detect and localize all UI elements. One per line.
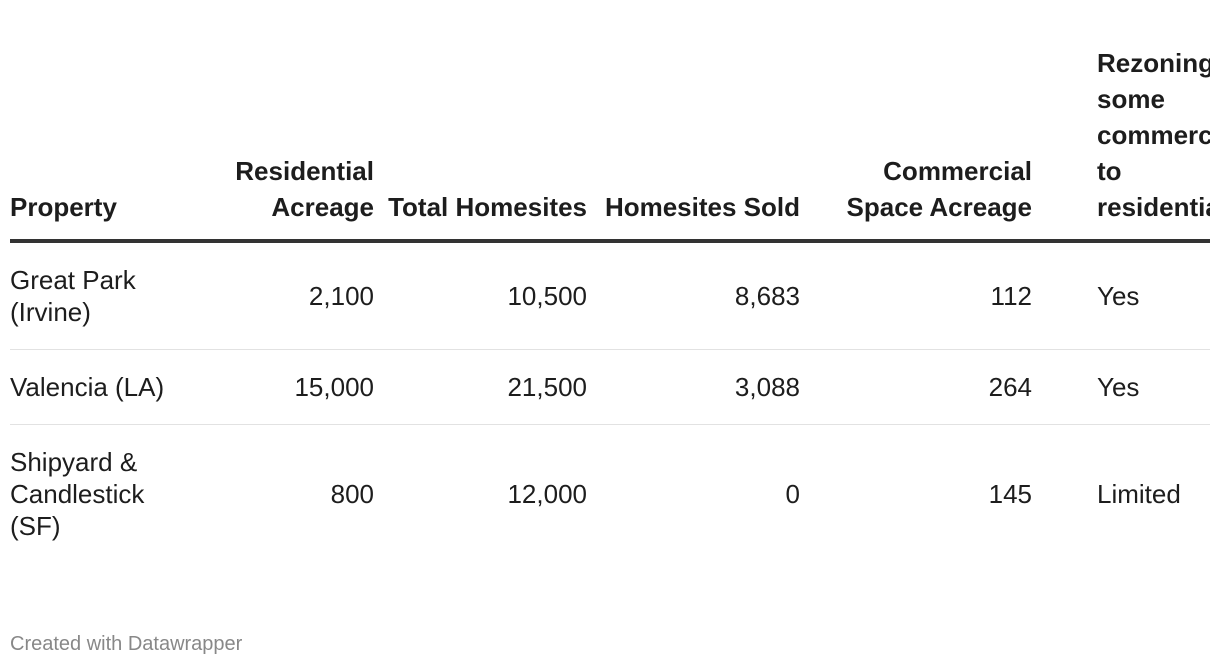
header-row: Property Residential Acreage Total Homesit… [10,45,1210,243]
table-cell: Great Park (Irvine) [10,241,170,350]
table-cell: Valencia (LA) [10,349,170,425]
table-cell: 264 [800,349,1032,425]
column-header: Homesites Sold [587,45,800,243]
table-cell: Shipyard & Candlestick (SF) [10,447,145,541]
footer-note: Created with Datawrapper [10,633,243,655]
table-body: Great Park (Irvine) 2,100 10,500 8,683 112 Ye… [10,241,1210,563]
table-cell: 145 [988,479,1032,509]
table-wrapper: Property Residential Acreage Total Homesit… [10,45,1210,563]
column-header: Commercial Space Acreage [800,45,1032,243]
table-cell: 800 [330,479,374,509]
table-row: Shipyard & Candlestick (SF) 800 12,000 0 145… [10,425,1210,564]
table-row: Great Park (Irvine) 2,100 10,500 8,683 112 Ye… [10,241,1210,350]
table-cell: Yes [1032,241,1210,350]
table-cell: 3,088 [587,349,800,425]
table-cell: 112 [800,241,1032,350]
table-cell: 2,100 [170,241,374,350]
data-table: Property Residential Acreage Total Homesit… [10,45,1210,563]
table-row: Valencia (LA) 15,000 21,500 3,088 264 Yes [10,349,1210,425]
table-cell: Limited [1097,479,1181,509]
column-header: Rezoning some commercial to residential [1032,45,1210,243]
table-cell: 0 [785,479,800,509]
table-cell: 12,000 [507,479,587,509]
table-cell: Yes [1032,349,1210,425]
table-cell: 8,683 [587,241,800,350]
table-cell: 10,500 [374,241,587,350]
table-cell: 15,000 [170,349,374,425]
table-cell: 21,500 [374,349,587,425]
column-header: Residential Acreage [170,45,374,243]
column-header: Property [10,45,170,243]
column-header: Total Homesites [374,45,587,243]
